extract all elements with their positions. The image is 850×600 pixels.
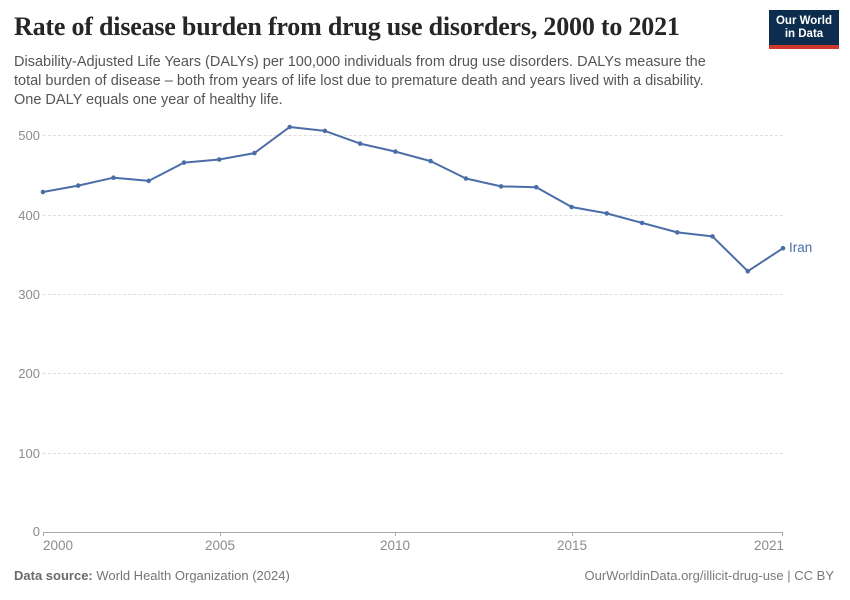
owid-logo[interactable]: Our World in Data: [769, 10, 839, 49]
x-axis-label-2015: 2015: [556, 538, 588, 553]
subtitle-line: One DALY equals one year of healthy life…: [14, 92, 283, 108]
x-tick-2000: [43, 532, 44, 536]
subtitle-line: total burden of disease – both from year…: [14, 73, 704, 89]
y-axis-label-300: 300: [18, 287, 40, 302]
y-axis-label-100: 100: [18, 446, 40, 461]
x-axis-label-2010: 2010: [379, 538, 411, 553]
gridline-200: [43, 373, 783, 374]
y-axis-label-500: 500: [18, 128, 40, 143]
subtitle-line: Disability-Adjusted Life Years (DALYs) p…: [14, 54, 706, 70]
x-tick-2021: [782, 532, 783, 536]
x-axis-label-2021: 2021: [753, 538, 784, 553]
chart-footer: Data source: World Health Organization (…: [14, 568, 834, 583]
gridline-300: [43, 294, 783, 295]
chart-subtitle: Disability-Adjusted Life Years (DALYs) p…: [14, 53, 706, 110]
gridline-500: [43, 135, 783, 136]
data-source: Data source: World Health Organization (…: [14, 568, 290, 583]
x-axis-line: [43, 532, 783, 533]
owid-logo-line1: Our World: [775, 15, 832, 27]
y-axis-label-200: 200: [18, 366, 40, 381]
series-label-iran: Iran: [789, 240, 813, 255]
x-axis-label-2005: 2005: [204, 538, 236, 553]
line-series-iran[interactable]: [40, 124, 786, 274]
attribution-link[interactable]: OurWorldinData.org/illicit-drug-use | CC…: [584, 568, 835, 583]
data-source-value: World Health Organization (2024): [92, 568, 290, 583]
owid-logo-line2: in Data: [784, 28, 824, 40]
gridline-100: [43, 453, 783, 454]
chart-title: Rate of disease burden from drug use dis…: [14, 12, 680, 41]
y-axis-label-400: 400: [18, 208, 40, 223]
gridline-400: [43, 215, 783, 216]
x-axis-label-2000: 2000: [43, 538, 74, 553]
data-source-label: Data source:: [14, 568, 93, 583]
x-tick-2015: [572, 532, 573, 536]
x-tick-2010: [395, 532, 396, 536]
y-axis-label-0: 0: [32, 524, 40, 539]
x-tick-2005: [220, 532, 221, 536]
